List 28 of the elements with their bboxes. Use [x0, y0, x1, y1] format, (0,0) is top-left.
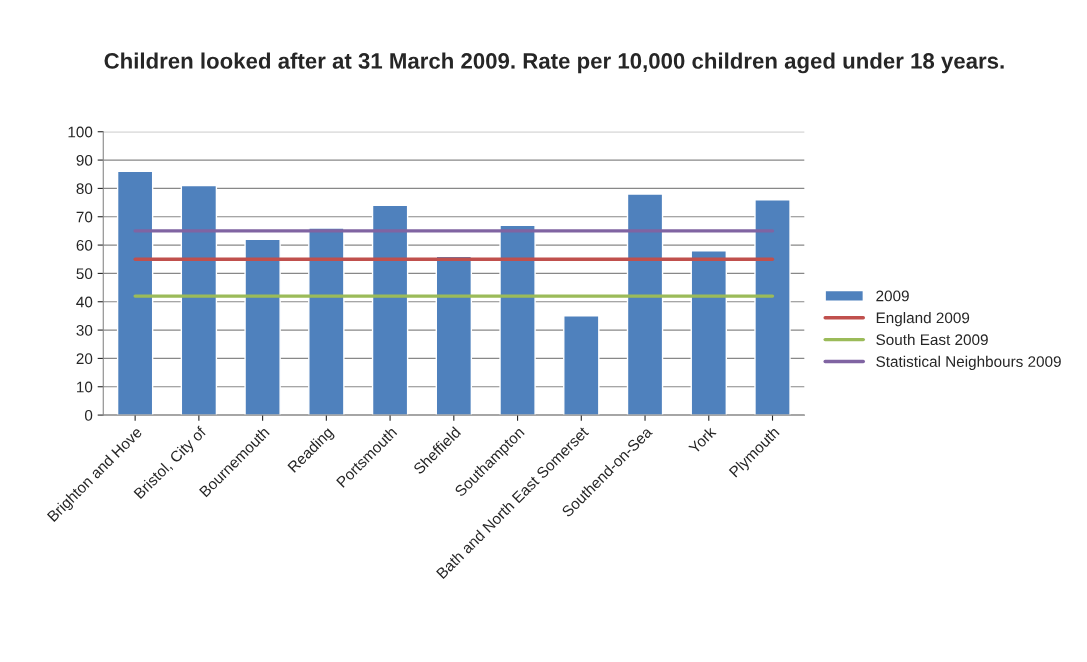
- y-tick-label: 20: [76, 353, 93, 365]
- bar: [626, 193, 664, 416]
- y-tick-label: 80: [76, 183, 93, 195]
- y-tick-label: 70: [76, 211, 93, 223]
- bar: [563, 315, 600, 416]
- bar: [435, 255, 473, 416]
- x-tick-label: York: [687, 425, 717, 455]
- legend-label: England 2009: [876, 312, 970, 327]
- bar: [690, 250, 727, 416]
- bar: [244, 238, 281, 416]
- bar: [754, 199, 791, 416]
- y-tick-label: 60: [76, 239, 93, 251]
- y-tick-label: 0: [84, 409, 93, 421]
- y-tick-label: 10: [77, 381, 93, 393]
- legend-label: South East 2009: [876, 333, 988, 346]
- y-tick-label: 50: [76, 268, 93, 280]
- y-tick-label: 40: [76, 296, 93, 308]
- bar: [499, 224, 536, 416]
- y-tick-label: 30: [76, 324, 93, 336]
- chart-title: Children looked after at 31 March 2009. Rate per 10,000 children aged under 18 years.: [104, 52, 1004, 74]
- bar: [308, 227, 345, 416]
- y-tick-label: 90: [76, 154, 93, 166]
- bar: [180, 184, 218, 416]
- bar: [116, 170, 154, 416]
- legend-label: Statistical Neighbours 2009: [876, 355, 1061, 371]
- bar: [371, 204, 409, 416]
- y-tick-label: 100: [68, 126, 93, 138]
- legend-label: 2009: [876, 290, 909, 302]
